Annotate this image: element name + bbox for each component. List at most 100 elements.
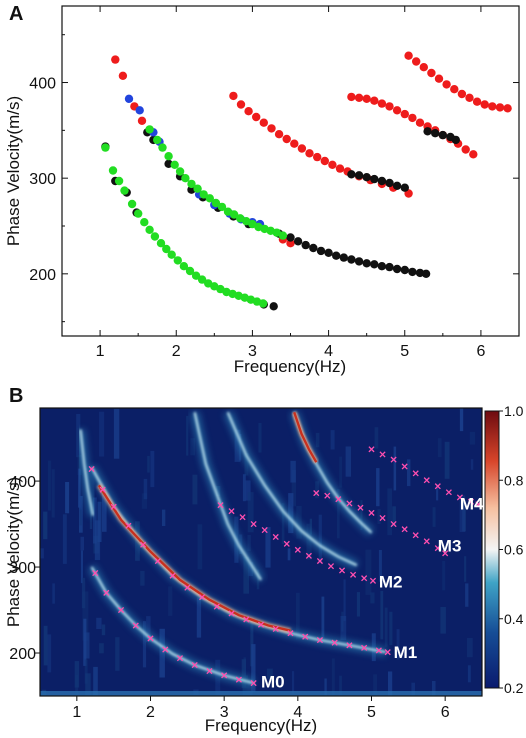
a-point-green — [108, 166, 118, 175]
b-xtick-label: 2 — [146, 704, 155, 721]
a-point-green — [158, 143, 167, 152]
heatmap-texture — [318, 514, 322, 563]
a-ytick-label: 300 — [29, 171, 56, 188]
pick-marker-m2 — [239, 514, 246, 521]
heatmap-texture — [296, 592, 300, 640]
heatmap-texture — [330, 430, 335, 450]
a-point-black — [286, 233, 295, 242]
panel-b-heatmap — [40, 408, 482, 696]
pick-marker-m1 — [287, 630, 294, 637]
a-point-green — [173, 256, 182, 265]
heatmap-texture — [321, 596, 325, 639]
b-ytick-label: 400 — [9, 474, 36, 491]
heatmap-texture — [251, 644, 256, 692]
pick-marker-m2 — [250, 521, 257, 528]
heatmap-texture — [147, 455, 150, 473]
pick-marker-m4 — [379, 451, 386, 458]
a-point-green — [179, 262, 189, 271]
a-point-red — [111, 55, 120, 64]
heatmap-texture — [411, 682, 415, 696]
heatmap-texture — [242, 474, 246, 502]
b-xtick-label: 5 — [367, 704, 376, 721]
pick-marker-m0 — [162, 646, 169, 653]
a-xtick-label: 1 — [96, 343, 105, 360]
a-point-red — [118, 71, 128, 81]
pick-marker-m2 — [228, 508, 235, 515]
a-point-green — [170, 160, 179, 169]
a-point-red — [377, 99, 387, 108]
a-point-black — [385, 262, 394, 272]
a-point-green — [134, 209, 143, 218]
heatmap-texture — [393, 446, 397, 491]
heatmap-texture — [43, 511, 48, 540]
a-point-red — [412, 57, 421, 66]
a-point-red — [282, 134, 291, 144]
heatmap-texture — [407, 459, 411, 487]
heatmap-texture — [389, 611, 393, 646]
pick-marker-m2 — [272, 533, 279, 541]
panel-b-frame — [39, 407, 483, 697]
heatmap-texture — [462, 501, 466, 532]
heatmap-texture — [113, 408, 120, 459]
a-point-green — [162, 244, 171, 254]
pick-marker-m0 — [92, 570, 99, 577]
heatmap-texture — [101, 624, 106, 636]
heatmap-texture — [339, 456, 342, 488]
pick-marker-m2 — [305, 552, 312, 559]
pick-marker-m2 — [217, 502, 224, 509]
a-point-green — [205, 194, 214, 203]
a-point-green — [150, 232, 160, 241]
heatmap-texture — [292, 671, 295, 694]
heatmap-texture — [444, 441, 450, 479]
pick-marker-m1 — [99, 486, 106, 493]
heatmap-texture — [324, 678, 327, 696]
b-xtick-label: 4 — [293, 704, 302, 721]
heatmap-texture — [459, 495, 466, 532]
pick-marker-m3 — [368, 509, 375, 516]
heatmap-bottom-band — [40, 691, 482, 696]
a-point-black — [392, 264, 402, 274]
pick-marker-m4 — [390, 456, 397, 463]
pick-marker-m1 — [228, 610, 235, 617]
a-point-red — [244, 107, 253, 116]
heatmap-texture — [75, 674, 79, 696]
heatmap-texture — [440, 607, 446, 634]
heatmap-texture — [432, 507, 436, 527]
a-point-red — [313, 152, 322, 162]
a-point-black — [339, 253, 348, 262]
heatmap-texture — [80, 550, 83, 584]
heatmap-texture — [396, 629, 400, 660]
heatmap-texture — [141, 493, 147, 509]
heatmap-texture — [150, 450, 155, 488]
mode-label-m1: M1 — [394, 643, 418, 662]
heatmap-texture — [93, 497, 97, 544]
a-point-black — [392, 181, 402, 190]
heatmap-texture — [337, 488, 340, 539]
heatmap-texture — [140, 570, 145, 586]
a-point-red — [370, 96, 379, 105]
pick-marker-m3 — [412, 532, 419, 539]
mode-label-m0: M0 — [261, 672, 285, 691]
heatmap-texture — [469, 431, 476, 445]
a-point-red — [427, 68, 436, 78]
a-point-black — [438, 130, 447, 140]
b-xtick-label: 6 — [441, 704, 450, 721]
a-point-red — [503, 104, 512, 113]
heatmap-texture — [186, 415, 189, 456]
pick-marker-m2 — [369, 577, 377, 584]
panel-b-ylabel: Phase Velocity(m/s) — [4, 477, 23, 627]
pick-marker-m3 — [434, 545, 441, 552]
a-point-green — [145, 125, 154, 134]
heatmap-texture — [245, 480, 251, 501]
b-xtick-label: 3 — [220, 704, 229, 721]
a-point-black — [385, 178, 394, 188]
pick-marker-m1 — [346, 642, 353, 649]
pick-marker-m4 — [401, 463, 408, 470]
pick-marker-m3 — [346, 500, 353, 507]
heatmap-texture — [442, 561, 446, 591]
panel-a-letter: A — [9, 3, 23, 25]
panel-b-letter: B — [9, 385, 23, 407]
heatmap-texture — [96, 617, 102, 629]
heatmap-texture — [62, 514, 67, 564]
heatmap-texture — [250, 616, 254, 667]
